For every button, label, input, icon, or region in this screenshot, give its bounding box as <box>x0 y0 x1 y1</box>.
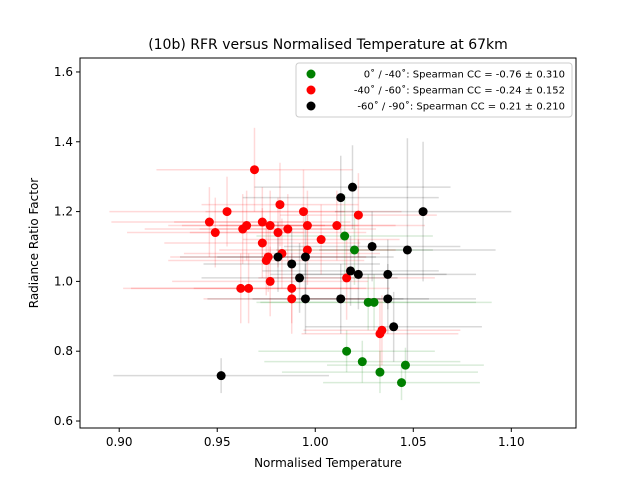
data-point <box>300 294 310 304</box>
data-point <box>249 165 259 175</box>
x-tick-label: 0.90 <box>106 435 133 449</box>
data-point <box>336 193 346 203</box>
data-point <box>383 294 393 304</box>
data-point <box>367 241 377 251</box>
x-tick-label: 1.10 <box>498 435 525 449</box>
x-axis-ticks: 0.90 0.95 1.00 1.05 1.10 <box>106 428 525 449</box>
legend-label: -60˚ / -90˚: Spearman CC = 0.21 ± 0.210 <box>357 101 565 113</box>
y-tick-label: 0.8 <box>54 344 73 358</box>
data-point <box>369 297 379 307</box>
data-point <box>257 217 267 227</box>
data-point <box>400 360 410 370</box>
y-tick-label: 1.4 <box>54 135 73 149</box>
y-tick-label: 1.0 <box>54 274 73 288</box>
data-point <box>242 221 252 231</box>
x-tick-label: 1.05 <box>400 435 427 449</box>
data-point <box>375 367 385 377</box>
y-tick-label: 1.2 <box>54 205 73 219</box>
data-point <box>275 200 285 210</box>
data-point <box>302 245 312 255</box>
data-point <box>418 207 428 217</box>
legend-box <box>295 62 573 118</box>
data-point <box>265 221 275 231</box>
y-tick-label: 1.6 <box>54 65 73 79</box>
y-tick-label: 0.6 <box>54 414 73 428</box>
data-point <box>346 266 356 276</box>
chart-title: (10b) RFR versus Normalised Temperature … <box>148 37 508 53</box>
legend-label: -40˚ / -60˚: Spearman CC = -0.24 ± 0.152 <box>354 85 565 97</box>
data-point <box>204 217 214 227</box>
legend-marker <box>306 101 316 111</box>
data-point <box>336 294 346 304</box>
data-point <box>287 283 297 293</box>
data-point <box>216 371 226 381</box>
data-point <box>300 252 310 262</box>
data-point <box>348 182 358 192</box>
data-point <box>263 252 273 262</box>
legend: 0˚ / -40˚: Spearman CC = -0.76 ± 0.310 -4… <box>295 62 573 118</box>
data-point <box>273 228 283 238</box>
data-point <box>210 228 220 238</box>
data-point <box>349 245 359 255</box>
data-point <box>283 224 293 234</box>
data-point <box>353 210 363 220</box>
data-point <box>236 283 246 293</box>
data-point <box>383 269 393 279</box>
data-point <box>295 273 305 283</box>
x-axis-label: Normalised Temperature <box>254 456 402 470</box>
legend-label: 0˚ / -40˚: Spearman CC = -0.76 ± 0.310 <box>364 69 565 81</box>
data-point <box>402 245 412 255</box>
data-point <box>389 322 399 332</box>
data-point <box>244 283 254 293</box>
data-point <box>332 221 342 231</box>
x-tick-label: 0.95 <box>204 435 231 449</box>
y-axis-label: Radiance Ratio Factor <box>27 178 41 309</box>
legend-marker <box>306 85 316 95</box>
data-point <box>302 221 312 231</box>
data-point <box>257 238 267 248</box>
data-point <box>342 273 352 283</box>
data-point <box>353 269 363 279</box>
legend-marker <box>306 69 316 79</box>
data-point <box>357 357 367 367</box>
data-point <box>397 378 407 388</box>
data-point <box>273 252 283 262</box>
data-point <box>287 259 297 269</box>
plot-frame <box>79 57 577 429</box>
y-axis-ticks: 0.6 0.8 1.0 1.2 1.4 1.6 <box>54 65 80 428</box>
data-point <box>287 294 297 304</box>
data-point <box>340 231 350 241</box>
data-point <box>298 207 308 217</box>
data-markers <box>204 165 428 388</box>
data-point <box>265 276 275 286</box>
data-point <box>342 346 352 356</box>
data-point <box>222 207 232 217</box>
x-tick-label: 1.00 <box>302 435 329 449</box>
data-point <box>316 235 326 245</box>
data-point <box>377 325 387 335</box>
